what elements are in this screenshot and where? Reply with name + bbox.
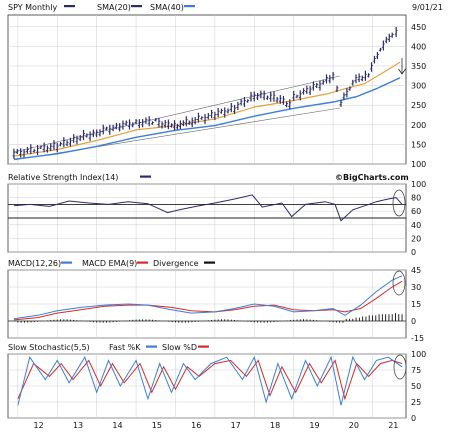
fast-k-legend-swatch	[146, 345, 157, 348]
x-tick-label: 18	[270, 421, 280, 430]
macd-line	[13, 275, 403, 320]
upper-trend-line	[13, 75, 341, 153]
y-tick-label: 300	[411, 82, 426, 91]
price-y-axis: 450 400 350 300 250 200 150 100	[411, 23, 426, 169]
sma40-label: SMA(40)	[150, 3, 184, 12]
slow-d-line	[17, 359, 403, 401]
slow-d-legend-swatch	[198, 345, 209, 348]
x-axis: 12 13 14 15 16 17 18 19 20 21	[34, 421, 399, 430]
y-tick-label: 0	[411, 248, 416, 257]
y-tick-label: 40	[411, 221, 421, 230]
stoch-y-axis: 100 75 50 25 0	[411, 350, 426, 423]
sma20-line	[13, 61, 401, 157]
sma40-legend-swatch	[184, 5, 195, 8]
macd-highlight-circle	[392, 270, 406, 296]
y-tick-label: 400	[411, 42, 426, 51]
sma20-label: SMA(20)	[97, 3, 131, 12]
y-tick-label: 25	[411, 398, 421, 407]
slow-d-label: Slow %D	[162, 343, 197, 352]
rsi-legend-swatch	[140, 175, 151, 178]
divergence-legend-swatch	[204, 261, 215, 264]
y-tick-label: 45	[411, 266, 421, 275]
x-tick-label: 13	[73, 421, 83, 430]
stoch-highlight-circle	[393, 354, 407, 380]
rsi-title: Relative Strength Index(14)	[8, 173, 118, 182]
y-tick-label: 100	[411, 180, 426, 189]
y-tick-label: 15	[411, 300, 421, 309]
x-tick-label: 21	[388, 421, 398, 430]
fast-k-label: Fast %K	[109, 343, 141, 352]
macd-title: MACD(12,26)	[8, 259, 61, 268]
y-tick-label: 0	[411, 317, 416, 326]
y-tick-label: 0	[411, 414, 416, 423]
y-tick-label: 100	[411, 160, 426, 169]
price-panel	[7, 14, 407, 165]
price-title: SPY Monthly	[8, 3, 57, 12]
x-tick-label: 15	[152, 421, 162, 430]
divergence-histogram	[17, 313, 403, 323]
macd-ema-label: MACD EMA(9)	[82, 259, 137, 268]
sma40-line	[13, 77, 401, 160]
y-tick-label: 75	[411, 366, 421, 375]
rsi-line	[13, 194, 403, 222]
y-tick-label: 350	[411, 62, 426, 71]
macd-legend-swatch	[61, 261, 72, 264]
y-tick-label: 30	[411, 283, 421, 292]
price-bars	[12, 26, 398, 159]
rsi-grid	[8, 183, 406, 253]
x-tick-label: 16	[191, 421, 201, 430]
fast-k-line	[17, 355, 403, 406]
divergence-label: Divergence	[153, 259, 199, 268]
y-tick-label: 60	[411, 207, 421, 216]
y-tick-label: 100	[411, 350, 426, 359]
arrow-down-icon	[398, 68, 406, 75]
stoch-title: Slow Stochastic(5,5)	[8, 343, 90, 352]
macd-ema-line	[13, 280, 403, 321]
y-tick-label: 80	[411, 194, 421, 203]
chart-date: 9/01/21	[412, 3, 443, 12]
rsi-y-axis: 100 80 60 40 20 0	[411, 180, 426, 257]
y-tick-label: -15	[411, 334, 424, 343]
x-tick-label: 20	[349, 421, 359, 430]
sma20-legend-swatch	[131, 5, 142, 8]
y-tick-label: 50	[411, 382, 421, 391]
macd-grid	[8, 269, 406, 339]
y-tick-label: 150	[411, 140, 426, 149]
x-tick-label: 17	[231, 421, 241, 430]
y-tick-label: 200	[411, 121, 426, 130]
macd-ema-legend-swatch	[137, 261, 148, 264]
y-tick-label: 20	[411, 234, 421, 243]
x-tick-label: 19	[309, 421, 319, 430]
price-grid	[8, 15, 406, 165]
watermark: ©BigCharts.com	[335, 173, 409, 182]
macd-y-axis: 45 30 15 0 -15	[411, 266, 424, 343]
rsi-highlight-circle	[392, 189, 406, 217]
y-tick-label: 250	[411, 101, 426, 110]
x-tick-label: 12	[34, 421, 44, 430]
x-tick-label: 14	[112, 421, 122, 430]
price-legend-swatch	[64, 5, 75, 8]
y-tick-label: 450	[411, 23, 426, 32]
